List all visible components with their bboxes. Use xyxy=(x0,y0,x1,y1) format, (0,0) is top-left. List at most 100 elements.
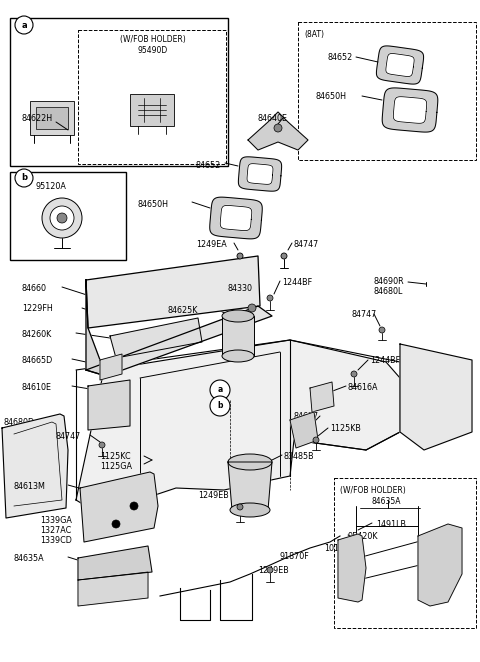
Polygon shape xyxy=(386,54,414,77)
Text: 1018AD: 1018AD xyxy=(324,544,356,553)
Text: 84635A: 84635A xyxy=(371,497,401,506)
Polygon shape xyxy=(393,97,427,123)
Circle shape xyxy=(42,198,82,238)
Polygon shape xyxy=(100,354,122,380)
Circle shape xyxy=(130,502,138,510)
Text: 84680D: 84680D xyxy=(4,418,35,427)
Text: 84652: 84652 xyxy=(196,161,221,170)
Circle shape xyxy=(210,380,230,400)
Text: 84650H: 84650H xyxy=(138,200,169,209)
Polygon shape xyxy=(248,112,308,150)
Ellipse shape xyxy=(228,454,272,470)
Text: 84690R: 84690R xyxy=(374,277,405,286)
Polygon shape xyxy=(228,462,272,510)
Text: (W/FOB HOLDER): (W/FOB HOLDER) xyxy=(340,486,406,495)
Polygon shape xyxy=(210,197,262,239)
Text: 1244BF: 1244BF xyxy=(282,278,312,287)
Text: 1125KC: 1125KC xyxy=(100,452,131,461)
Text: 84613M: 84613M xyxy=(14,482,46,491)
Circle shape xyxy=(99,442,105,448)
Text: 1249EA: 1249EA xyxy=(196,240,227,249)
Bar xyxy=(36,107,68,129)
Bar xyxy=(78,30,226,164)
Text: 84625K: 84625K xyxy=(168,306,198,315)
Polygon shape xyxy=(2,414,68,518)
Text: 83485B: 83485B xyxy=(284,452,314,461)
Circle shape xyxy=(15,16,33,34)
Polygon shape xyxy=(78,572,148,606)
Text: 84665D: 84665D xyxy=(22,356,53,365)
Circle shape xyxy=(15,169,33,187)
Bar xyxy=(222,316,254,356)
Bar xyxy=(10,172,126,260)
Text: 1125KB: 1125KB xyxy=(330,424,361,433)
Text: b: b xyxy=(21,173,27,183)
Text: 1491LB: 1491LB xyxy=(376,520,406,529)
Text: 1244BF: 1244BF xyxy=(370,356,400,365)
Ellipse shape xyxy=(230,503,270,517)
Polygon shape xyxy=(86,306,272,376)
Polygon shape xyxy=(80,472,158,542)
Circle shape xyxy=(351,371,357,377)
Text: 84635A: 84635A xyxy=(14,554,45,563)
Polygon shape xyxy=(78,546,152,580)
Text: 1339GA: 1339GA xyxy=(40,516,72,525)
Ellipse shape xyxy=(222,310,254,322)
Text: 1339CD: 1339CD xyxy=(40,536,72,545)
Polygon shape xyxy=(110,318,202,358)
Polygon shape xyxy=(382,88,438,132)
Text: 95490D: 95490D xyxy=(138,46,168,55)
Polygon shape xyxy=(310,382,334,412)
Polygon shape xyxy=(418,524,462,606)
Bar xyxy=(30,101,74,135)
Text: 1229FH: 1229FH xyxy=(22,304,53,313)
Circle shape xyxy=(267,567,273,573)
Polygon shape xyxy=(76,340,400,512)
Text: a: a xyxy=(217,385,223,395)
Circle shape xyxy=(281,253,287,259)
Text: a: a xyxy=(21,21,27,30)
Text: 91870F: 91870F xyxy=(280,552,310,561)
Polygon shape xyxy=(400,344,472,450)
Text: b: b xyxy=(217,401,223,410)
Polygon shape xyxy=(86,256,260,328)
Polygon shape xyxy=(88,380,130,430)
Bar xyxy=(10,18,228,166)
Text: 84747: 84747 xyxy=(294,240,319,249)
Text: 84652: 84652 xyxy=(328,53,353,62)
Text: 84260K: 84260K xyxy=(22,330,52,339)
Circle shape xyxy=(237,504,243,510)
Bar xyxy=(334,478,476,628)
Text: 84637: 84637 xyxy=(294,412,319,421)
Circle shape xyxy=(50,206,74,230)
Text: 84680L: 84680L xyxy=(374,287,403,296)
Text: 1249EB: 1249EB xyxy=(258,566,289,575)
Polygon shape xyxy=(376,46,423,84)
Text: 84610E: 84610E xyxy=(22,383,52,392)
Text: 84747: 84747 xyxy=(352,310,377,319)
Bar xyxy=(298,22,476,160)
Text: 1327AC: 1327AC xyxy=(40,526,71,535)
Polygon shape xyxy=(338,534,366,602)
Text: 1125GA: 1125GA xyxy=(100,462,132,471)
Text: 84330: 84330 xyxy=(228,284,253,293)
Circle shape xyxy=(210,396,230,416)
Circle shape xyxy=(313,437,319,443)
Circle shape xyxy=(248,304,256,312)
Circle shape xyxy=(267,295,273,301)
Text: 1249EB: 1249EB xyxy=(198,491,229,500)
Circle shape xyxy=(274,124,282,132)
Text: 84616A: 84616A xyxy=(348,383,379,392)
Polygon shape xyxy=(220,205,252,230)
Polygon shape xyxy=(239,157,282,191)
Text: 84622H: 84622H xyxy=(22,114,53,123)
Text: 95120A: 95120A xyxy=(36,182,67,191)
Polygon shape xyxy=(290,412,318,448)
Polygon shape xyxy=(247,164,273,184)
Circle shape xyxy=(237,253,243,259)
Text: 84640E: 84640E xyxy=(258,114,288,123)
Text: 84650H: 84650H xyxy=(316,92,347,101)
Text: 84747: 84747 xyxy=(56,432,81,441)
Text: 84660: 84660 xyxy=(22,284,47,293)
Polygon shape xyxy=(86,280,106,376)
